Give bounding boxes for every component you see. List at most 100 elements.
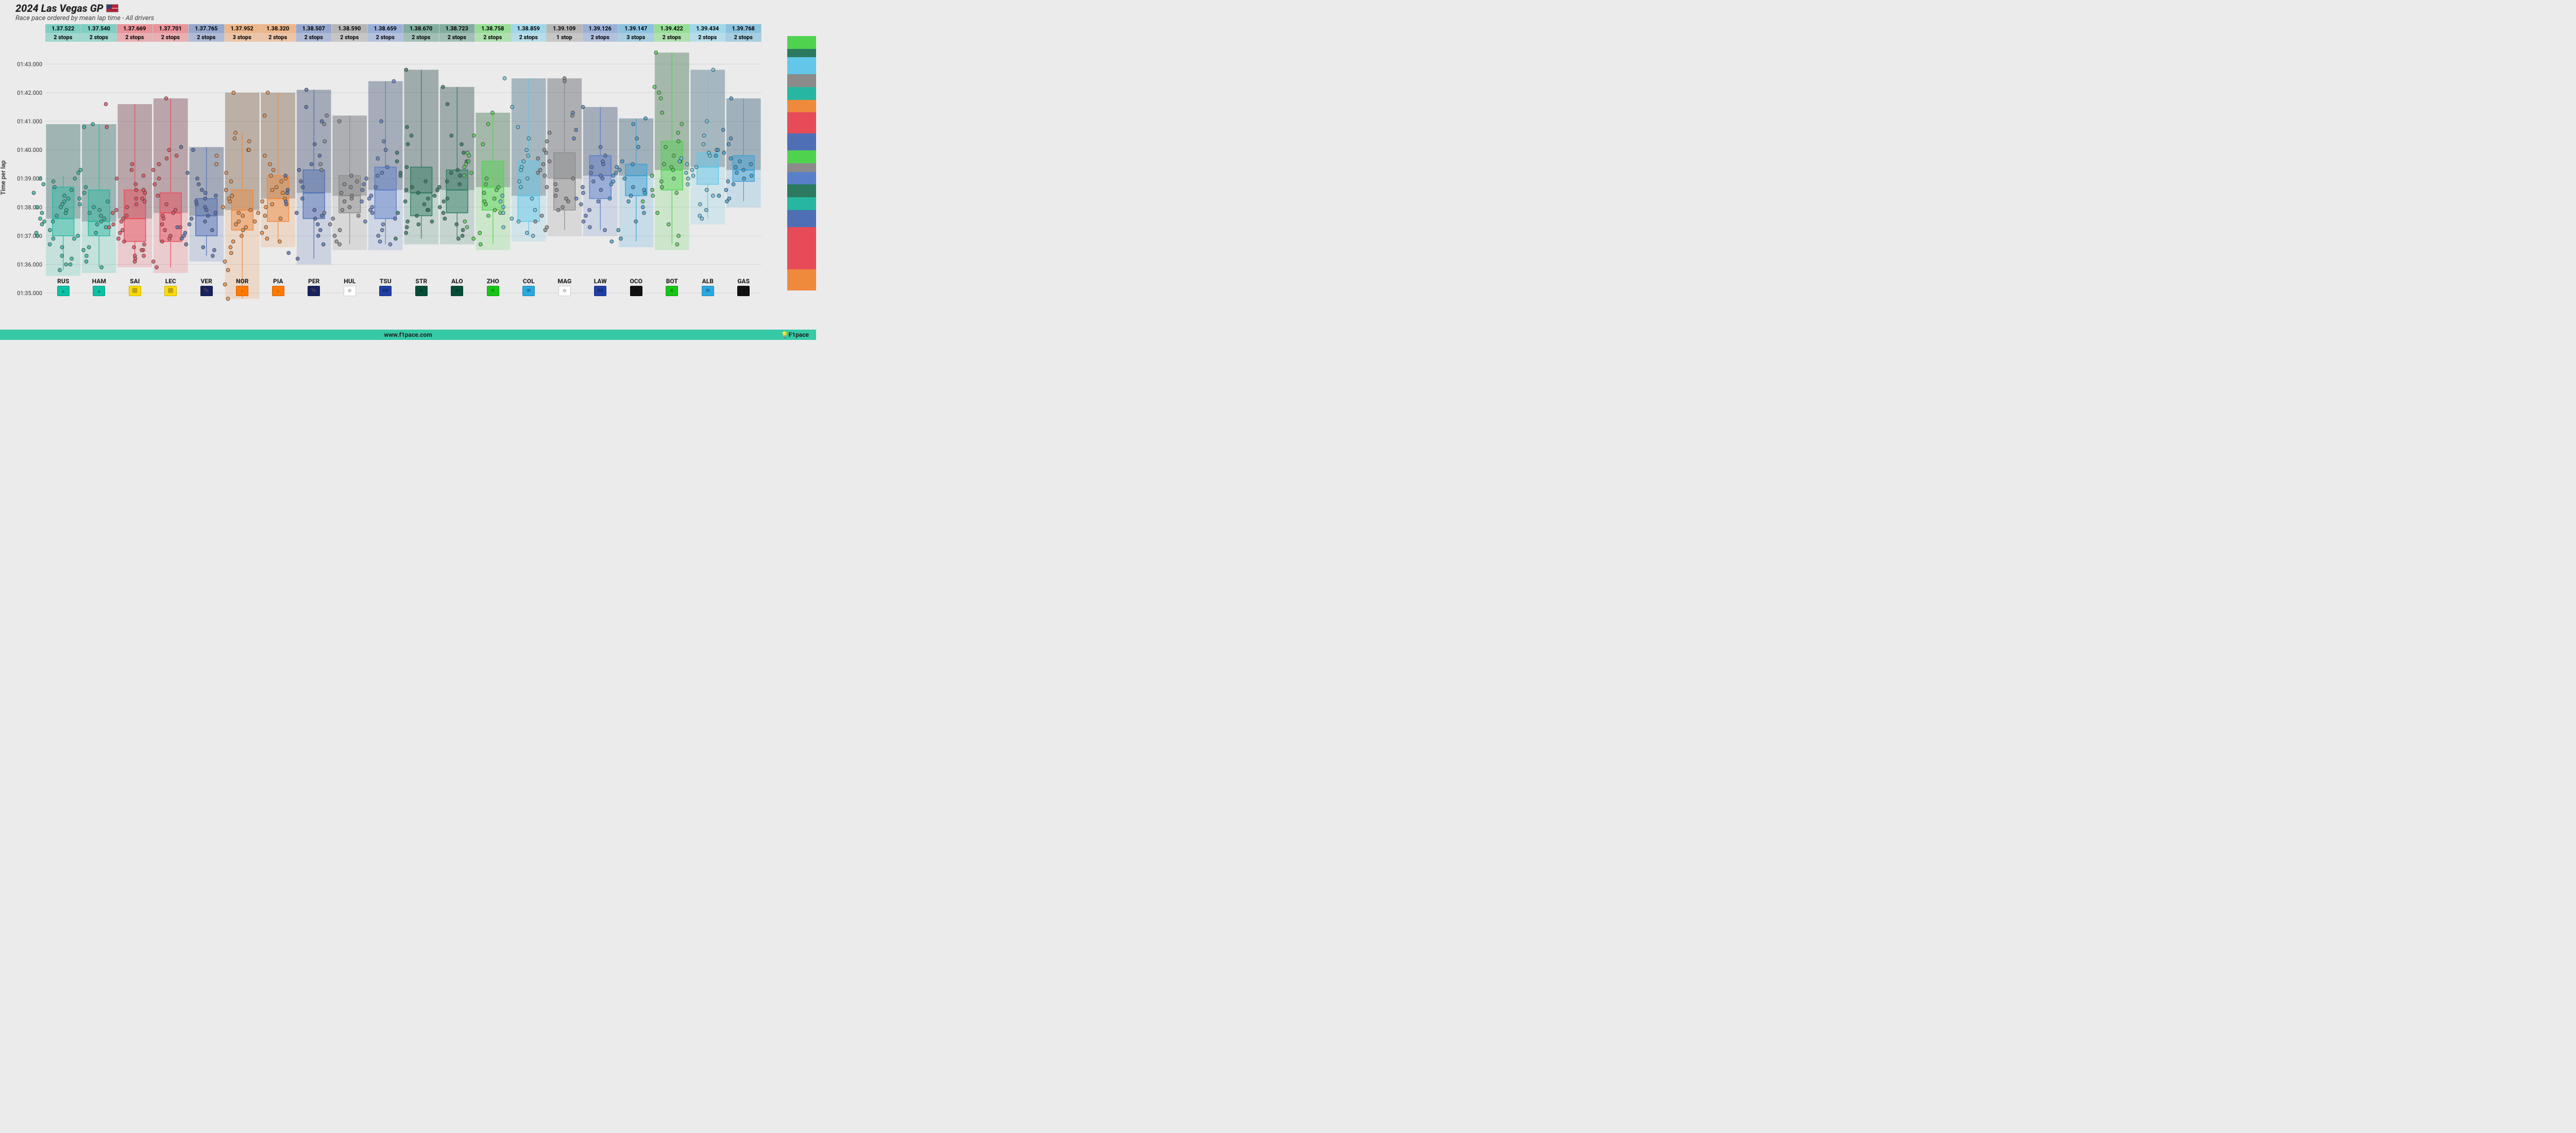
driver-code: PIA (273, 278, 283, 285)
pit-stops: 2 stops (117, 33, 152, 42)
pit-stops: 2 stops (726, 33, 761, 42)
driver-code: BOT (666, 278, 678, 285)
mean-lap-time: 1.38.507 (296, 24, 332, 33)
strip-segment (787, 49, 816, 57)
driver-code: PER (308, 278, 319, 285)
driver-column: ALO≋ (439, 278, 476, 296)
driver-column: TSURB (368, 278, 404, 296)
pit-stops: 3 stops (618, 33, 654, 42)
us-flag-icon (106, 4, 118, 12)
strip-segment (787, 87, 816, 100)
header-cell: 1.39.4222 stops (654, 24, 690, 42)
team-icon: RB (594, 286, 606, 296)
mean-lap-time: 1.38.723 (439, 24, 475, 33)
team-icon: ⊘ (558, 286, 571, 296)
mean-lap-time: 1.38.859 (511, 24, 547, 33)
driver-column: ALBW (690, 278, 726, 296)
strip-segment (787, 133, 816, 150)
strip-segment (787, 150, 816, 163)
driver-column: COLW (511, 278, 547, 296)
driver-code: HUL (344, 278, 355, 285)
header-cell: 1.39.1262 stops (583, 24, 619, 42)
mean-lap-time: 1.38.659 (368, 24, 403, 33)
header-cell: 1.38.6592 stops (368, 24, 404, 42)
header-cell: 1.37.5402 stops (81, 24, 117, 42)
pit-stops: 2 stops (439, 33, 475, 42)
mean-lap-time: 1.39.768 (726, 24, 761, 33)
strip-segment (787, 227, 816, 269)
mean-lap-time: 1.38.670 (403, 24, 439, 33)
page: 2024 Las Vegas GP Race pace ordered by m… (0, 0, 816, 340)
mean-lap-time: 1.39.126 (583, 24, 618, 33)
team-icon: ◗ (236, 286, 248, 296)
team-icon: ▲ (57, 286, 70, 296)
svg-text:01:35.000: 01:35.000 (17, 290, 42, 297)
driver-code: ALB (702, 278, 714, 285)
team-icon: ≋ (451, 286, 463, 296)
mean-lap-time: 1.37.669 (117, 24, 152, 33)
pit-stops: 2 stops (332, 33, 367, 42)
pit-stops: 2 stops (153, 33, 189, 42)
driver-code: OCO (630, 278, 642, 285)
driver-code: COL (523, 278, 535, 285)
strip-segment (787, 163, 816, 171)
driver-column: SAI⬛ (117, 278, 153, 296)
y-axis-label: Time per lap (0, 160, 7, 195)
strip-segment (787, 100, 816, 113)
header-cell: 1.39.4342 stops (690, 24, 726, 42)
driver-column: PER🐂 (296, 278, 332, 296)
driver-column: LAWRB (583, 278, 619, 296)
strip-segment (787, 184, 816, 197)
race-pace-chart: 01:35.00001:36.00001:37.00001:38.00001:3… (45, 47, 761, 293)
header-cell: 1.38.3202 stops (260, 24, 296, 42)
team-icon: W (522, 286, 535, 296)
header-cell: 1.37.9523 stops (225, 24, 261, 42)
header-cell: 1.37.6692 stops (117, 24, 153, 42)
pit-stops: 3 stops (225, 33, 260, 42)
mean-lap-time: 1.38.590 (332, 24, 367, 33)
mean-lap-time: 1.37.952 (225, 24, 260, 33)
mean-lap-time: 1.38.320 (260, 24, 296, 33)
pit-stops: 2 stops (45, 33, 81, 42)
driver-code: GAS (737, 278, 750, 285)
driver-code: STR (415, 278, 427, 285)
page-title: 2024 Las Vegas GP (15, 2, 103, 14)
pit-stops: 2 stops (368, 33, 403, 42)
team-icon: ≋ (415, 286, 428, 296)
strip-segment (787, 112, 816, 133)
team-icon: ⊘ (344, 286, 356, 296)
driver-header-table: 1.37.5222 stops1.37.5402 stops1.37.6692 … (0, 24, 816, 42)
driver-code: MAG (557, 278, 571, 285)
driver-column: HAM▲ (81, 278, 117, 296)
team-icon: A (630, 286, 642, 296)
mean-lap-time: 1.39.109 (547, 24, 582, 33)
driver-code: VER (201, 278, 212, 285)
team-icon: RB (379, 286, 392, 296)
header-cell: 1.37.5222 stops (45, 24, 81, 42)
team-icon: 🐂 (308, 286, 320, 296)
strip-segment (787, 74, 816, 87)
header-cell: 1.38.8592 stops (511, 24, 547, 42)
driver-column: NOR◗ (225, 278, 261, 296)
header-cell: 1.37.7012 stops (153, 24, 189, 42)
pit-stops: 2 stops (189, 33, 224, 42)
driver-column: PIA◗ (260, 278, 296, 296)
driver-column: HUL⊘ (332, 278, 368, 296)
svg-text:01:40.000: 01:40.000 (17, 147, 42, 153)
driver-code: HAM (92, 278, 106, 285)
svg-text:01:36.000: 01:36.000 (17, 261, 42, 268)
driver-code: SAI (130, 278, 140, 285)
driver-column: OCOA (618, 278, 654, 296)
footer-bar: www.f1pace.com 💡F1pace (0, 330, 816, 340)
team-icon: 🐂 (200, 286, 213, 296)
driver-column: VER🐂 (189, 278, 225, 296)
pit-stops: 1 stop (547, 33, 582, 42)
header-cell: 1.38.5902 stops (332, 24, 368, 42)
driver-column: BOTK (654, 278, 690, 296)
team-icon: W (702, 286, 714, 296)
team-icon: ⬛ (164, 286, 177, 296)
strip-segment (787, 210, 816, 227)
team-icon: A (737, 286, 750, 296)
driver-column: STR≋ (403, 278, 439, 296)
svg-text:01:42.000: 01:42.000 (17, 90, 42, 96)
